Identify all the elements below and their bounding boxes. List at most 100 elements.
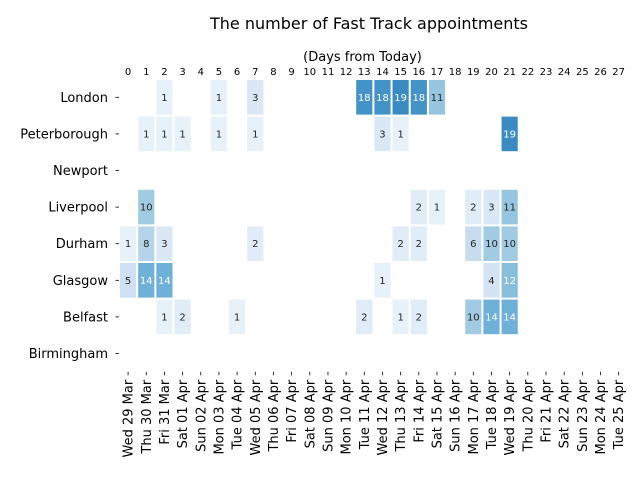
heatmap-cell (410, 189, 427, 225)
heatmap-cell (156, 299, 173, 335)
cell-value-label: 2 (397, 239, 403, 250)
heatmap-cell (501, 299, 518, 335)
cell-value-label: 2 (179, 312, 185, 323)
cell-value-label: 2 (470, 203, 476, 214)
cell-value-label: 3 (379, 129, 385, 140)
heatmap-cell (374, 80, 391, 115)
top-tick-label: 13 (358, 67, 371, 78)
cell-value-label: 2 (416, 312, 422, 323)
x-tick-label: Tue 04 Apr (231, 379, 246, 450)
heatmap-cell (156, 226, 173, 261)
x-tick-label: Fri 07 Apr (285, 379, 300, 442)
cell-value-label: 1 (397, 312, 403, 323)
x-tick-label: Fri 31 Mar (158, 379, 173, 444)
chart-title: The number of Fast Track appointments (209, 14, 528, 33)
heatmap-cell (483, 263, 500, 298)
top-tick-label: 17 (431, 67, 444, 78)
cell-value-label: 2 (361, 312, 367, 323)
cell-value-label: 1 (161, 129, 167, 140)
cell-value-label: 1 (216, 129, 222, 140)
top-tick-label: 22 (521, 67, 534, 78)
heatmap-cell (374, 263, 391, 298)
x-tick-label: Thu 20 Apr (521, 379, 536, 452)
cell-value-label: 10 (140, 203, 153, 214)
cell-value-label: 19 (394, 93, 407, 104)
top-tick-label: 5 (216, 67, 222, 78)
cell-value-label: 14 (158, 276, 171, 287)
cell-value-label: 1 (234, 312, 240, 323)
x-axis: Wed 29 Mar Thu 30 Mar Fri 31 Mar Sat 01 Apr… (122, 371, 627, 457)
y-tick-label: Birmingham (29, 347, 108, 362)
heatmap-cell (174, 299, 191, 335)
x-tick-label: Sat 01 Apr (176, 379, 191, 448)
heatmap-cell (410, 226, 427, 261)
x-tick-label: Thu 30 Mar (140, 379, 155, 454)
cell-value-label: 10 (503, 239, 516, 250)
heatmap-cell (428, 80, 446, 115)
top-tick-label: 2 (161, 67, 167, 78)
x-tick-label: Thu 13 Apr (394, 379, 409, 452)
x-tick-label: Sun 23 Apr (576, 379, 591, 452)
heatmap-cell (138, 226, 155, 261)
cell-value-label: 4 (488, 276, 494, 287)
top-tick-labels: 0 1 2 3 4 5 6 7 8 9 10 11 12 13 14 15 16 17 18 19 20 21 22 23 24… (125, 67, 625, 78)
x-tick-label: Mon 03 Apr (212, 379, 227, 454)
x-tick-label: Fri 21 Apr (539, 379, 554, 442)
x-tick-label: Tue 11 Apr (358, 379, 373, 450)
top-tick-label: 15 (394, 67, 407, 78)
heatmap-cell (247, 80, 264, 115)
y-tick-label: Liverpool (48, 201, 108, 216)
top-tick-label: 7 (252, 67, 258, 78)
cell-value-label: 2 (252, 239, 258, 250)
cell-value-label: 3 (161, 239, 167, 250)
heatmap-cell (138, 116, 155, 152)
heatmap-cell (356, 80, 373, 115)
heatmap-cell (392, 80, 409, 115)
heatmap-cell (247, 226, 264, 261)
cell-value-label: 14 (140, 276, 153, 287)
heatmap-cell (392, 226, 409, 261)
cell-value-label: 10 (485, 239, 498, 250)
x-tick-label: Sat 08 Apr (303, 379, 318, 448)
heatmap-cell (120, 263, 137, 298)
heatmap-cell (174, 116, 191, 152)
cell-value-label: 14 (485, 312, 498, 323)
heatmap-cell (501, 116, 518, 152)
cell-value-label: 1 (125, 239, 131, 250)
x-tick-label: Fri 14 Apr (412, 379, 427, 442)
x-tick-label: Mon 17 Apr (467, 379, 482, 454)
heatmap-cell (410, 299, 427, 335)
x-tick-label: Tue 25 Apr (612, 379, 627, 450)
cell-value-label: 1 (143, 129, 149, 140)
top-tick-label: 3 (179, 67, 185, 78)
x-tick-label: Wed 19 Apr (503, 379, 518, 455)
cell-value-label: 1 (179, 129, 185, 140)
top-tick-label: 4 (198, 67, 204, 78)
cell-value-label: 3 (488, 203, 494, 214)
x-tick-label: Wed 29 Mar (122, 379, 137, 457)
x-tick-label: Sun 09 Apr (321, 379, 336, 452)
heatmap-cell (156, 263, 173, 298)
heatmap-cell (483, 226, 500, 261)
top-tick-label: 9 (288, 67, 294, 78)
heatmap-cell (356, 299, 373, 335)
x-tick-label: Mon 24 Apr (594, 379, 609, 454)
y-axis: London Peterborough Newport Liverpool Durham… (20, 91, 119, 362)
top-tick-label: 16 (412, 67, 425, 78)
y-tick-label: Durham (56, 237, 108, 252)
cell-value-label: 2 (416, 239, 422, 250)
heatmap-cell (210, 116, 228, 152)
heatmap-cell (483, 299, 500, 335)
x-tick-label: Sat 22 Apr (558, 379, 573, 448)
heatmap-cell (501, 263, 518, 298)
cell-value-label: 1 (434, 203, 440, 214)
x-tick-label: Wed 05 Apr (249, 379, 264, 455)
top-tick-label: 19 (467, 67, 480, 78)
cell-value-label: 11 (503, 203, 516, 214)
y-tick-label: Peterborough (20, 127, 108, 142)
cell-value-label: 1 (161, 93, 167, 104)
cell-value-label: 11 (431, 93, 444, 104)
top-tick-label: 24 (558, 67, 571, 78)
top-tick-label: 11 (322, 67, 335, 78)
